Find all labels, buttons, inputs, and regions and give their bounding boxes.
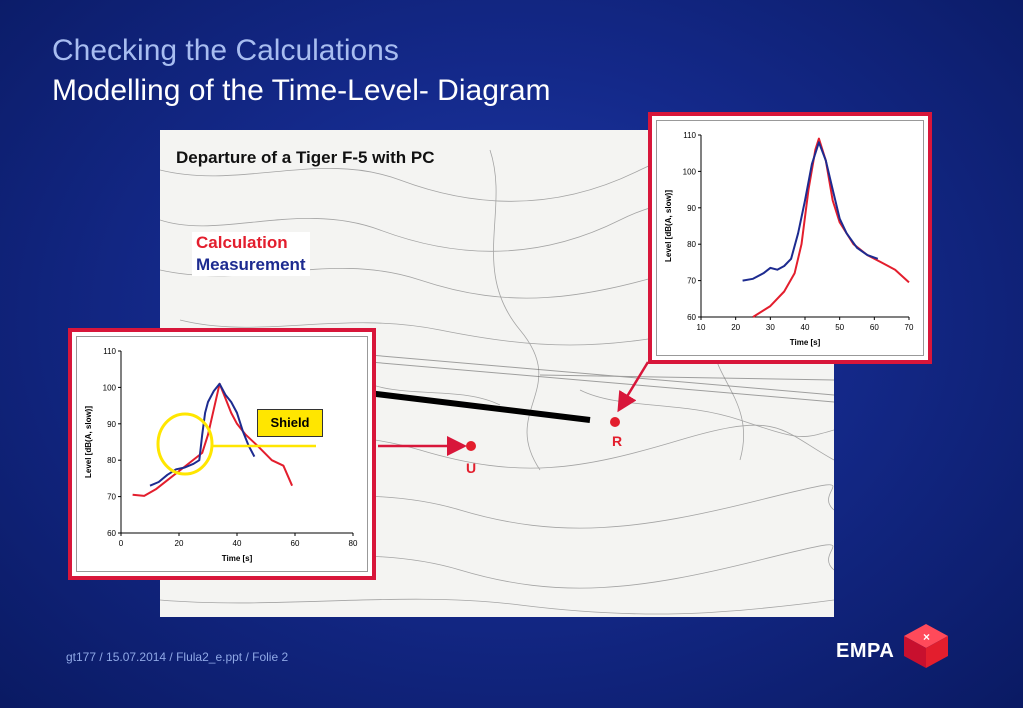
y-tick-label: 60: [687, 313, 696, 322]
y-tick-label: 90: [687, 204, 696, 213]
x-tick-label: 20: [731, 323, 740, 332]
y-tick-label: 100: [683, 167, 697, 176]
x-tick-label: 60: [870, 323, 879, 332]
x-tick-label: 0: [119, 539, 124, 548]
receiver-u-marker: [466, 441, 476, 451]
x-tick-label: 80: [349, 539, 358, 548]
legend-measurement: Measurement: [196, 255, 306, 274]
x-tick-label: 60: [291, 539, 300, 548]
x-tick-label: 20: [175, 539, 184, 548]
legend-calculation: Calculation: [196, 233, 288, 252]
calculation-series-line: [752, 137, 910, 318]
x-tick-label: 40: [801, 323, 810, 332]
slide-subtitle: Modelling of the Time-Level- Diagram: [52, 74, 551, 107]
x-axis-label: Time [s]: [790, 338, 821, 347]
y-axis-label: Level [dB(A, slow)]: [84, 406, 93, 478]
y-axis-label: Level [dB(A, slow)]: [664, 190, 673, 262]
receiver-r-marker: [610, 417, 620, 427]
y-tick-label: 80: [107, 456, 116, 465]
empa-logo-icon: ×: [904, 624, 948, 668]
y-tick-label: 90: [107, 420, 116, 429]
measurement-series-line: [149, 382, 256, 487]
shield-label: Shield: [257, 409, 323, 437]
y-tick-label: 70: [687, 277, 696, 286]
svg-text:×: ×: [923, 630, 930, 644]
runway: [359, 389, 591, 423]
y-tick-label: 100: [103, 383, 117, 392]
y-tick-label: 110: [103, 347, 116, 356]
y-tick-label: 60: [107, 529, 116, 538]
x-tick-label: 30: [766, 323, 775, 332]
chart-frame-u: 60 70 80 90 100 110 0 20 40 60 80 Time [s] Level [dB…: [68, 328, 376, 580]
y-tick-label: 110: [683, 131, 696, 140]
x-tick-label: 40: [233, 539, 242, 548]
point-r-label: R: [612, 433, 623, 449]
x-tick-label: 50: [835, 323, 844, 332]
calculation-series-line: [132, 382, 294, 497]
y-tick-label: 70: [107, 493, 116, 502]
x-tick-label: 10: [697, 323, 706, 332]
measurement-series-line: [742, 141, 879, 282]
footer: gt177 / 15.07.2014 / Flula2_e.ppt / Foli…: [66, 650, 289, 664]
chart-receiver-r: 60 70 80 90 100 110 10 20 30 40 50 60 70 Time [s] Leve…: [664, 131, 914, 347]
legend: Calculation Measurement: [192, 232, 310, 276]
empa-logo-text: EMPA: [836, 640, 895, 662]
x-axis-label: Time [s]: [222, 554, 253, 563]
point-u-label: U: [466, 460, 477, 476]
chart-frame-r: 60 70 80 90 100 110 10 20 30 40 50 60 70 Time [s] Leve…: [648, 112, 932, 364]
slide-title: Checking the Calculations: [52, 34, 399, 67]
map-caption: Departure of a Tiger F-5 with PC: [176, 148, 435, 167]
y-tick-label: 80: [687, 240, 696, 249]
chart-receiver-u: 60 70 80 90 100 110 0 20 40 60 80 Time [s] Level [dB…: [84, 347, 358, 563]
x-tick-label: 70: [905, 323, 914, 332]
